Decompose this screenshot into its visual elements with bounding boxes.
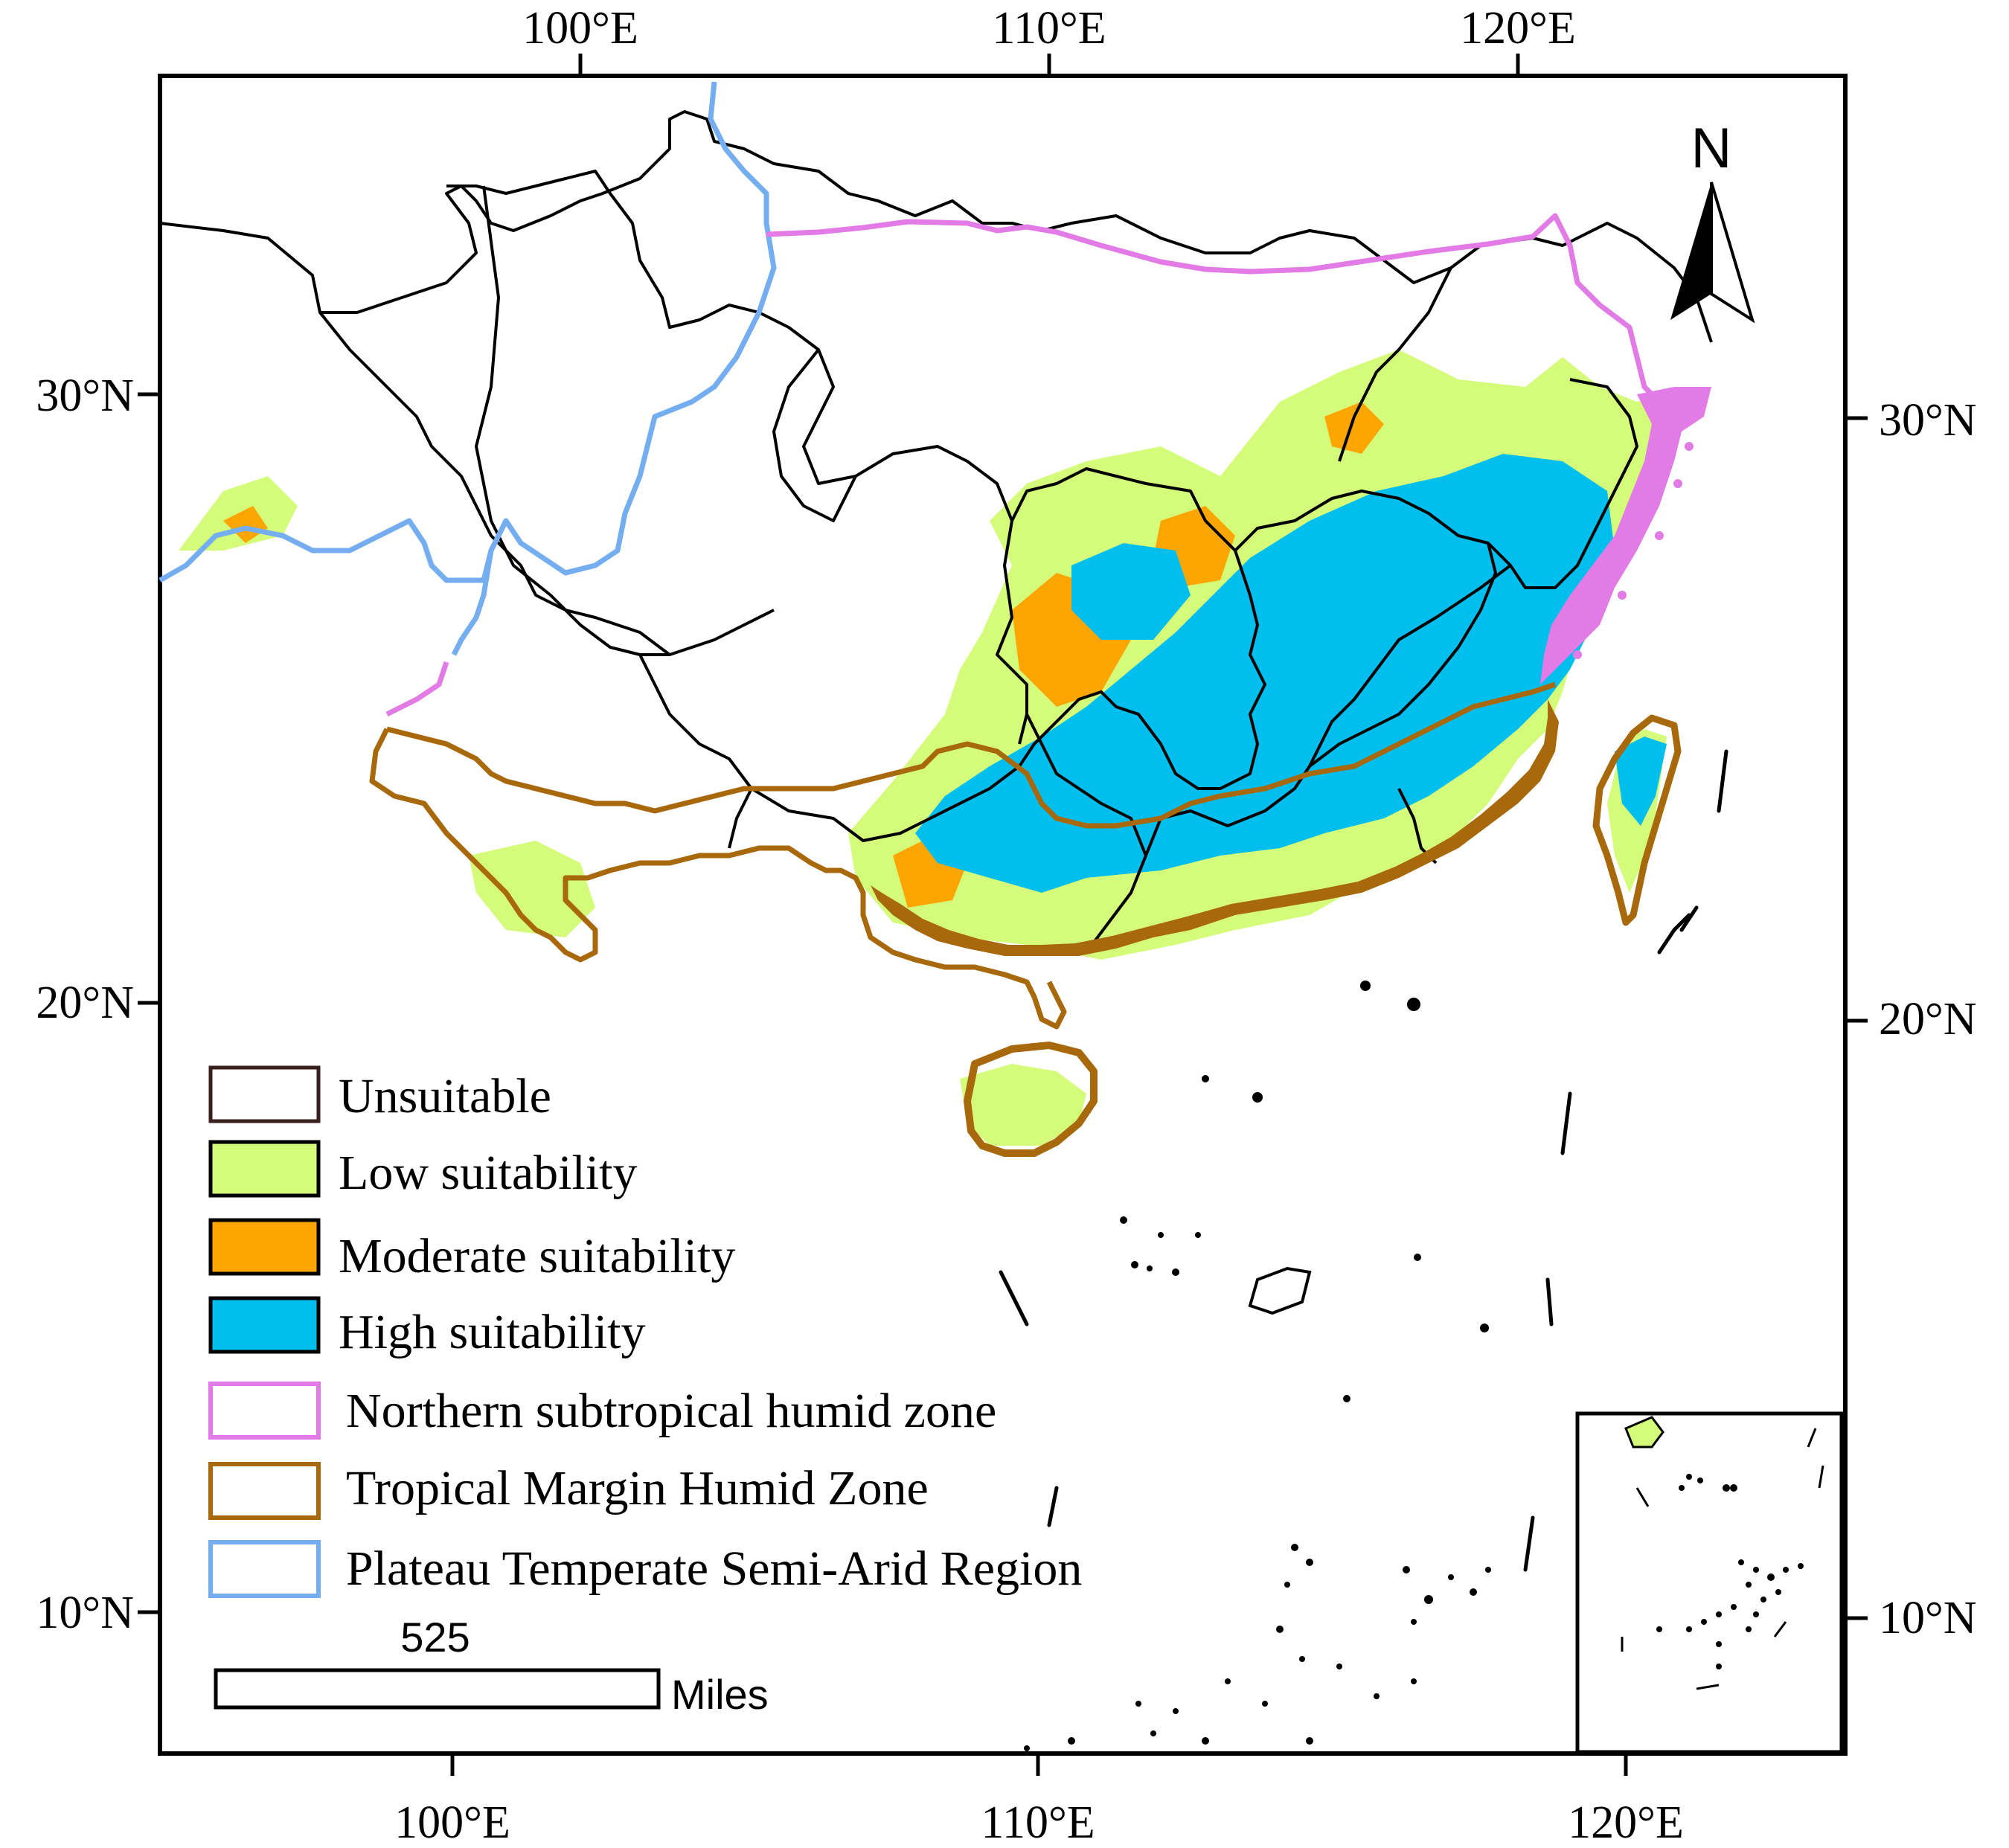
hainan-island: [964, 1042, 1098, 1157]
north-arrow: N: [1670, 117, 1755, 324]
right-latitude-labels: 30°N 20°N 10°N: [1879, 395, 1977, 1643]
bottom-longitude-labels: 100°E 110°E 120°E: [394, 1797, 1684, 1848]
northern-zone-boundary: [385, 661, 449, 717]
legend-swatch-northern-zone: [208, 1382, 321, 1440]
top-ticks: [578, 54, 1520, 76]
bottom-ticks: [450, 1754, 1628, 1776]
northern-zone-boundary: [766, 213, 1691, 420]
left-lat-label: 20°N: [36, 978, 134, 1028]
tropical-zone-boundary: [386, 681, 1557, 829]
legend-label: Unsuitable: [339, 1069, 551, 1123]
tropical-zone-coast: [871, 699, 1559, 956]
high-suitability-area: [915, 454, 1615, 893]
legend-swatch-high: [208, 1296, 321, 1354]
legend-label: High suitability: [339, 1305, 646, 1359]
high-suitability-area: [1615, 737, 1667, 826]
top-lon-label: 100°E: [522, 3, 638, 54]
legend-label: Tropical Margin Humid Zone: [346, 1461, 929, 1515]
low-suitability-area: [960, 1064, 1086, 1146]
left-ticks: [138, 392, 160, 1614]
top-lon-label: 120°E: [1460, 3, 1576, 54]
top-lon-label: 110°E: [992, 3, 1106, 54]
right-lat-label: 20°N: [1879, 994, 1977, 1045]
legend-swatch-plateau-zone: [208, 1540, 321, 1598]
legend-label: Low suitability: [339, 1146, 637, 1200]
south-china-sea-islands: [1024, 981, 1491, 1751]
right-lat-label: 30°N: [1879, 395, 1977, 446]
legend: Unsuitable Low suitability Moderate suit…: [208, 1065, 1082, 1598]
plateau-zone-boundary: [158, 81, 777, 583]
northern-zone-coastal-strip: [1540, 387, 1711, 684]
low-suitability-area: [469, 841, 595, 937]
high-suitability-area: [1071, 543, 1191, 640]
left-lat-label: 30°N: [36, 370, 134, 421]
legend-swatch-moderate: [208, 1218, 321, 1276]
tropical-zone-boundary: [369, 728, 1067, 1030]
legend-swatch-tropical-zone: [208, 1462, 321, 1520]
left-lat-label: 10°N: [36, 1588, 134, 1638]
north-arrow-label: N: [1691, 117, 1732, 180]
legend-swatch-unsuitable: [208, 1065, 321, 1123]
legend-label: Northern subtropical humid zone: [346, 1384, 996, 1438]
right-lat-label: 10°N: [1879, 1593, 1977, 1643]
suitability-layer: [179, 350, 1689, 1146]
legend-label: Moderate suitability: [339, 1229, 735, 1283]
moderate-suitability-area: [223, 506, 268, 543]
scale-bar-value: 525: [400, 1614, 470, 1661]
right-ticks: [1845, 416, 1868, 1620]
plateau-zone-boundary: [451, 550, 494, 656]
province-boundaries: [159, 110, 1713, 954]
inset-map: [1575, 1411, 1844, 1754]
scale-bar: 525 Miles: [214, 1614, 769, 1718]
taiwan-island: [1592, 714, 1682, 926]
top-longitude-labels: 100°E 110°E 120°E: [522, 3, 1576, 54]
bottom-lon-label: 110°E: [981, 1797, 1095, 1848]
scale-bar-unit: Miles: [671, 1671, 769, 1718]
bottom-lon-label: 120°E: [1568, 1797, 1684, 1848]
legend-swatch-low: [208, 1140, 321, 1198]
nine-dash-line: [999, 749, 1728, 1572]
left-latitude-labels: 30°N 20°N 10°N: [36, 370, 134, 1638]
moderate-suitability-area: [1324, 402, 1384, 454]
legend-label: Plateau Temperate Semi-Arid Region: [346, 1541, 1082, 1596]
bottom-lon-label: 100°E: [394, 1797, 510, 1848]
